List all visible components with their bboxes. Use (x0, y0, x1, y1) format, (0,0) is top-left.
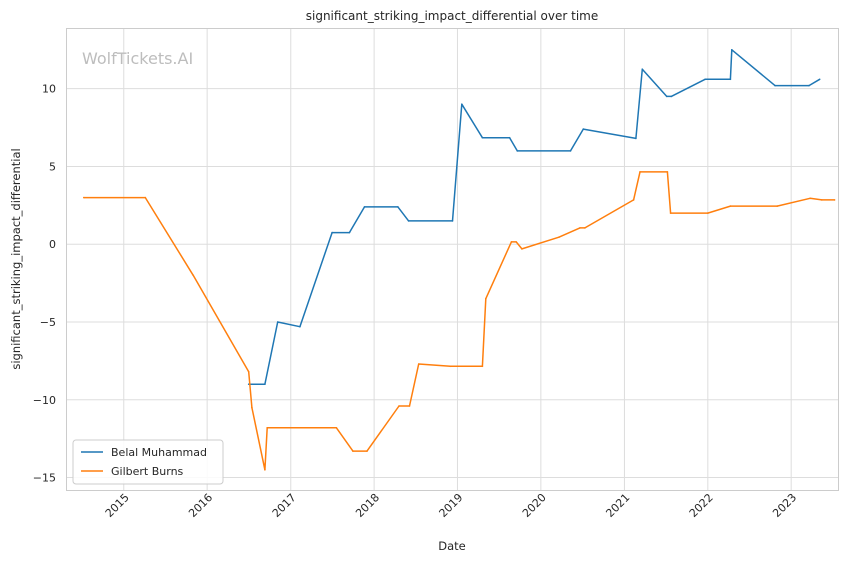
data-point-belal-muhammad (774, 84, 776, 87)
data-point-gilbert-burns (192, 274, 194, 277)
data-point-belal-muhammad (729, 78, 732, 81)
data-point-belal-muhammad (481, 136, 484, 139)
data-point-gilbert-burns (144, 196, 147, 199)
data-point-belal-muhammad (508, 136, 511, 139)
y-tick-label: 0 (49, 238, 56, 251)
data-point-gilbert-burns (639, 171, 641, 173)
data-point-gilbert-burns (669, 212, 672, 214)
data-point-belal-muhammad (397, 206, 399, 208)
series-line-belal-muhammad (248, 49, 821, 385)
y-tick-label: 5 (49, 160, 56, 173)
data-point-belal-muhammad (516, 150, 519, 152)
data-point-gilbert-burns (247, 371, 250, 373)
x-tick-label: 2020 (520, 491, 549, 520)
data-point-gilbert-burns (83, 196, 85, 199)
data-point-gilbert-burns (632, 199, 635, 201)
data-point-gilbert-burns (408, 405, 411, 407)
y-tick-label: 10 (42, 83, 56, 96)
data-point-belal-muhammad (731, 49, 733, 51)
data-point-gilbert-burns (729, 205, 732, 207)
chart-title: significant_striking_impact_differential… (306, 9, 598, 23)
data-point-gilbert-burns (584, 227, 586, 229)
x-axis-title: Date (438, 539, 466, 553)
data-point-belal-muhammad (299, 325, 301, 328)
data-point-gilbert-burns (821, 199, 823, 201)
x-tick-label: 2018 (353, 491, 382, 520)
data-point-belal-muhammad (363, 206, 366, 208)
data-point-gilbert-burns (666, 171, 669, 173)
data-point-belal-muhammad (461, 103, 463, 105)
x-tick-label: 2015 (103, 491, 132, 520)
data-point-belal-muhammad (276, 321, 279, 323)
x-tick-label: 2022 (687, 491, 716, 520)
data-point-belal-muhammad (331, 231, 333, 234)
data-point-gilbert-burns (335, 427, 338, 429)
x-tick-label: 2019 (437, 491, 466, 520)
y-axis-ticks: −15 −10 −5 0 5 10 (33, 83, 56, 485)
x-axis-ticks: 2015 2016 2017 2018 2019 2020 2021 2022 2023 (103, 491, 799, 520)
data-point-belal-muhammad (670, 95, 673, 98)
x-tick-label: 2023 (770, 491, 799, 520)
data-point-belal-muhammad (407, 220, 410, 222)
data-point-belal-muhammad (635, 137, 637, 140)
data-point-belal-muhammad (665, 95, 668, 98)
data-point-gilbert-burns (398, 405, 400, 407)
x-tick-label: 2016 (186, 491, 215, 520)
data-point-gilbert-burns (266, 427, 269, 429)
watermark: WolfTickets.AI (82, 49, 193, 68)
data-point-gilbert-burns (809, 197, 811, 200)
data-point-gilbert-burns (510, 241, 513, 243)
series-line-gilbert-burns (83, 171, 835, 471)
data-point-belal-muhammad (818, 78, 821, 81)
data-point-gilbert-burns (515, 241, 517, 243)
data-point-belal-muhammad (704, 78, 706, 81)
data-point-belal-muhammad (582, 128, 585, 130)
grid (66, 28, 838, 490)
data-point-gilbert-burns (707, 212, 709, 214)
data-point-gilbert-burns (481, 365, 484, 368)
data-point-belal-muhammad (808, 84, 810, 87)
data-point-belal-muhammad (348, 231, 351, 234)
data-point-belal-muhammad (451, 220, 454, 222)
data-point-gilbert-burns (776, 205, 778, 207)
legend-label-gilbert-burns: Gilbert Burns (111, 465, 184, 478)
data-point-belal-muhammad (264, 383, 266, 386)
data-point-gilbert-burns (417, 363, 420, 365)
legend: Belal Muhammad Gilbert Burns (72, 439, 224, 485)
data-point-belal-muhammad (569, 150, 572, 152)
legend-label-belal-muhammad: Belal Muhammad (111, 446, 207, 459)
series-lines (83, 49, 836, 471)
x-tick-label: 2021 (603, 491, 632, 520)
x-tick-label: 2017 (270, 491, 299, 520)
y-tick-label: −15 (33, 472, 56, 485)
legend-box (72, 439, 224, 485)
data-point-gilbert-burns (521, 248, 523, 250)
plot-frame (66, 28, 839, 491)
y-axis-title: significant_striking_impact_differential (9, 148, 23, 369)
data-point-gilbert-burns (449, 365, 452, 368)
data-point-gilbert-burns (366, 450, 368, 452)
data-point-gilbert-burns (833, 199, 836, 201)
data-point-gilbert-burns (251, 406, 253, 409)
data-point-gilbert-burns (352, 450, 354, 452)
y-tick-label: −5 (40, 316, 56, 329)
data-point-belal-muhammad (641, 68, 644, 70)
data-point-gilbert-burns (485, 297, 487, 300)
data-point-gilbert-burns (558, 236, 560, 238)
data-point-gilbert-burns (264, 469, 266, 471)
y-tick-label: −10 (33, 394, 56, 407)
data-point-gilbert-burns (579, 227, 581, 229)
